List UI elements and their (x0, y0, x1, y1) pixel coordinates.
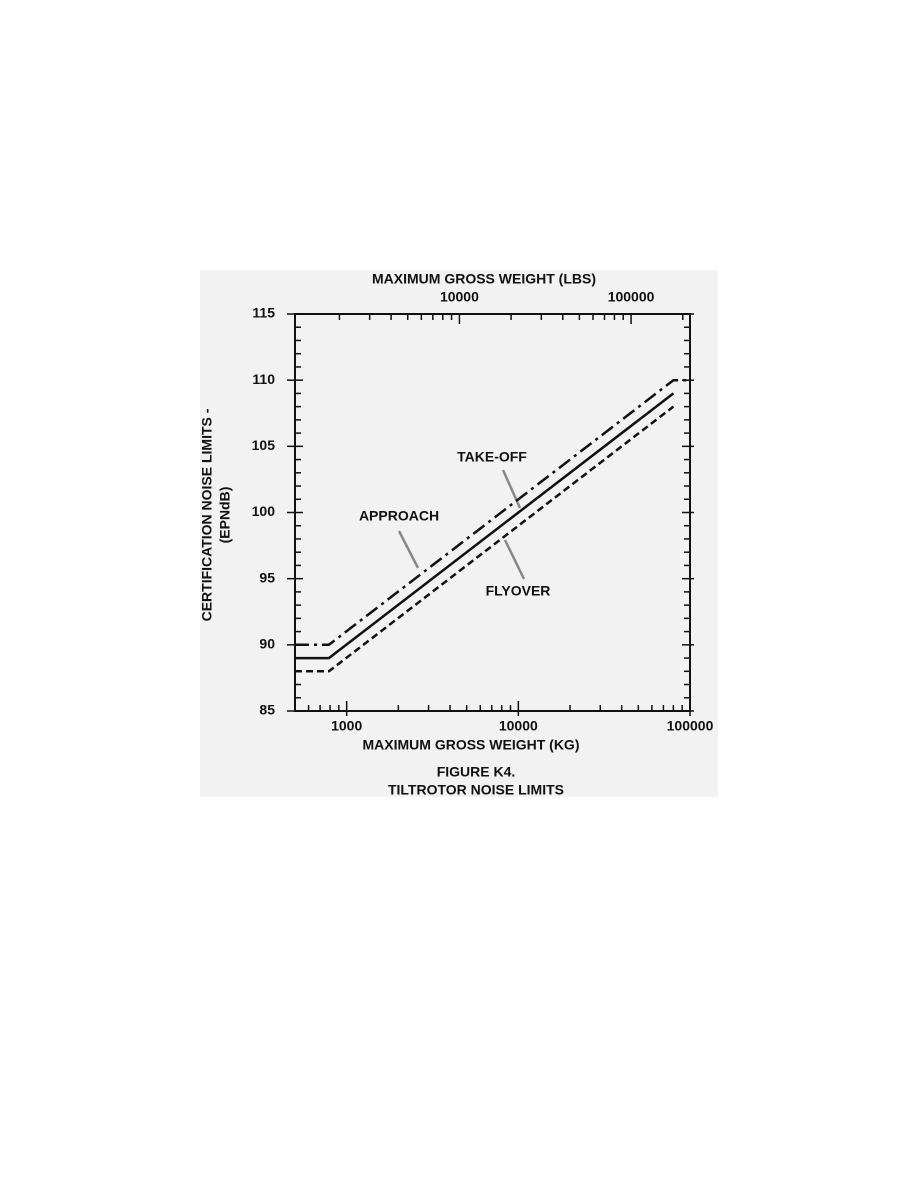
leader-line (503, 539, 526, 580)
y-axis-title: CERTIFICATION NOISE LIMITS - (199, 408, 215, 621)
y-tick-label: 90 (259, 636, 275, 652)
y-tick-label: 105 (252, 437, 276, 453)
y-tick-label: 85 (259, 702, 275, 718)
y-tick-label: 100 (252, 503, 276, 519)
x2-axis-title: MAXIMUM GROSS WEIGHT (LBS) (372, 271, 596, 287)
x-tick-label: 100000 (667, 718, 714, 734)
x-axis-title: MAXIMUM GROSS WEIGHT (KG) (363, 737, 580, 753)
leader-line (397, 530, 420, 569)
x-tick-label: 1000 (331, 718, 362, 734)
series-label: FLYOVER (486, 583, 551, 599)
chart-subtitle: TILTROTOR NOISE LIMITS (388, 782, 564, 798)
y-axis-title: (EPNdB) (217, 487, 233, 544)
y-tick-label: 115 (252, 305, 275, 321)
chart-title: FIGURE K4. (437, 764, 516, 780)
figure-background (200, 270, 718, 797)
y-tick-label: 110 (252, 371, 275, 387)
series-label: TAKE-OFF (457, 449, 527, 465)
series-label: APPROACH (359, 508, 439, 524)
series-line (295, 392, 675, 660)
x-tick-label: 10000 (499, 718, 538, 734)
x2-tick-label: 100000 (608, 289, 655, 305)
y-tick-label: 95 (259, 569, 275, 585)
series-line (295, 405, 675, 673)
series-line (295, 378, 690, 647)
x2-tick-label: 10000 (440, 289, 479, 305)
